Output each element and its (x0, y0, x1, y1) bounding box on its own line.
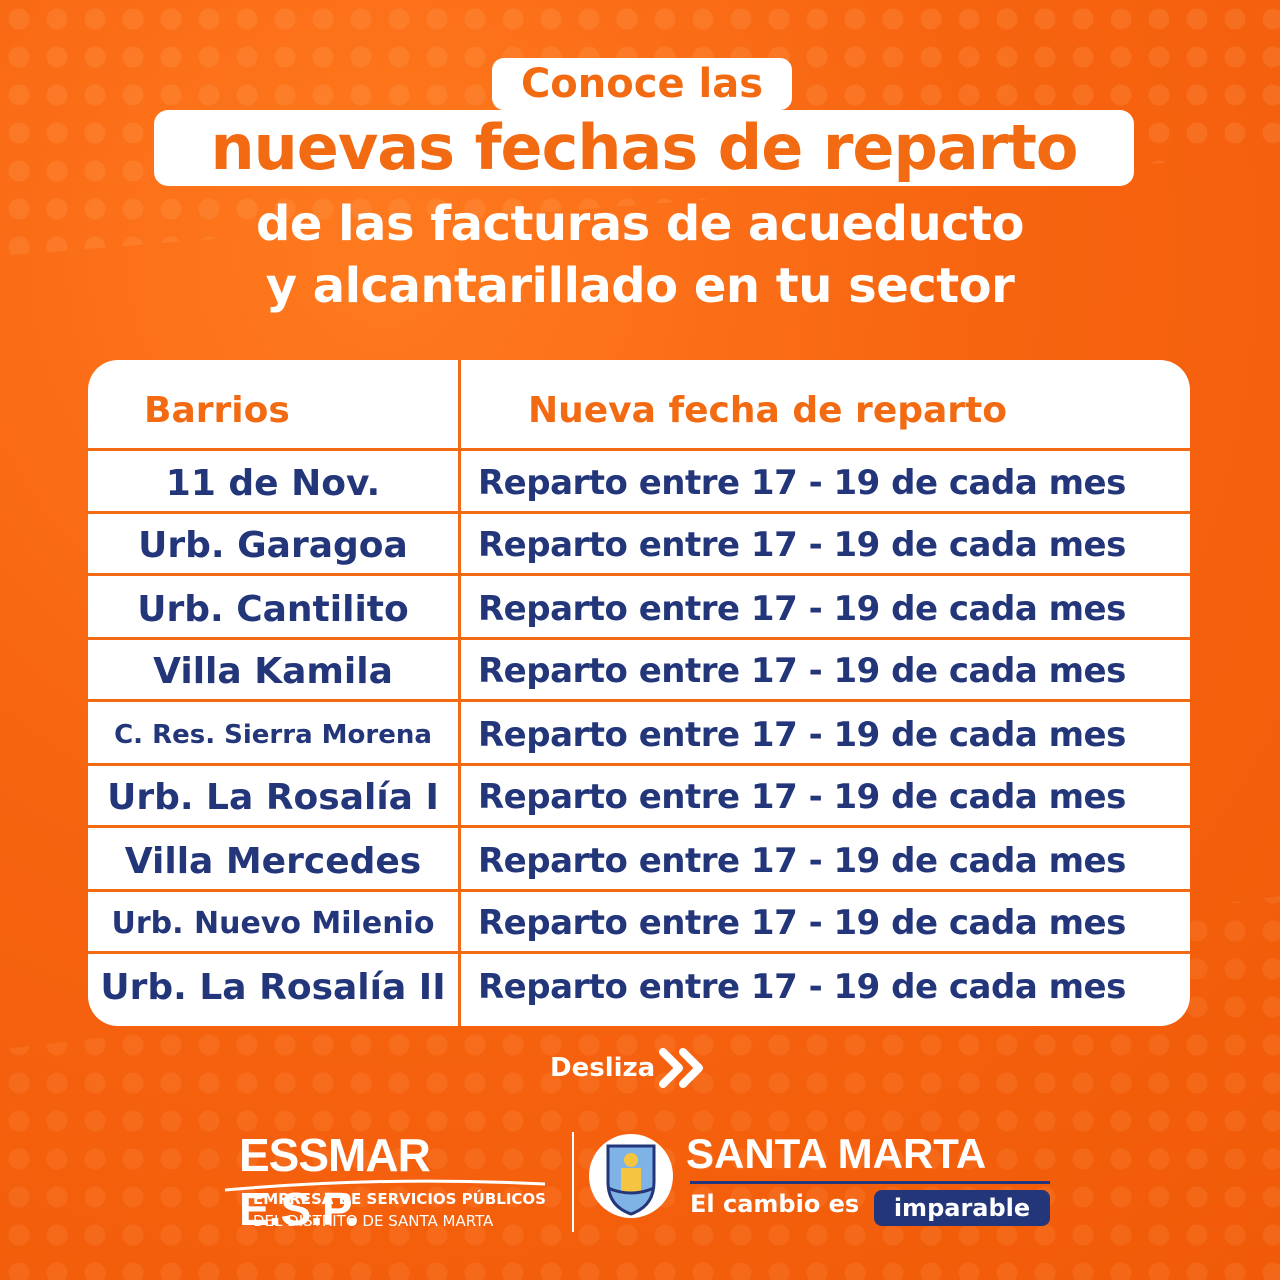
row-divider (88, 699, 1190, 702)
fecha-cell: Reparto entre 17 - 19 de cada mes (478, 903, 1126, 943)
santa-marta-underline (690, 1181, 1050, 1184)
row-divider (88, 825, 1190, 828)
table-row: Urb. Cantilito Reparto entre 17 - 19 de c… (88, 578, 1190, 640)
fecha-cell: Reparto entre 17 - 19 de cada mes (478, 463, 1126, 503)
row-divider (88, 511, 1190, 514)
fecha-cell: Reparto entre 17 - 19 de cada mes (478, 589, 1126, 629)
barrio-cell: Urb. Nuevo Milenio (111, 905, 435, 941)
barrio-cell: Urb. Garagoa (138, 524, 408, 566)
essmar-subtitle-1: EMPRESA DE SERVICIOS PÚBLICOS (253, 1190, 546, 1208)
row-divider (88, 951, 1190, 954)
table-row: 11 de Nov. Reparto entre 17 - 19 de cada … (88, 452, 1190, 514)
barrio-cell: Urb. La Rosalía II (100, 966, 446, 1008)
headline-line-2: nuevas fechas de reparto (210, 111, 1079, 184)
essmar-subtitle-2: DEL DISTRITO DE SANTA MARTA (253, 1212, 494, 1230)
headline-line-4: y alcantarillado en tu sector (265, 258, 1015, 314)
fecha-cell: Reparto entre 17 - 19 de cada mes (478, 777, 1126, 817)
table-row: Urb. La Rosalía I Reparto entre 17 - 19 d… (88, 766, 1190, 828)
barrio-cell: 11 de Nov. (165, 462, 381, 504)
headline-line-1: Conoce las (520, 61, 764, 107)
headline-pill-small: Conoce las (492, 58, 792, 110)
table-row: C. Res. Sierra Morena Reparto entre 17 - … (88, 704, 1190, 766)
fecha-cell: Reparto entre 17 - 19 de cada mes (478, 651, 1126, 691)
column-header-fecha: Nueva fecha de reparto (528, 390, 1007, 431)
santa-marta-tagline: El cambio es (690, 1190, 860, 1218)
barrio-cell: Urb. Cantilito (137, 588, 409, 630)
barrio-cell: Villa Mercedes (124, 840, 422, 882)
headline-pill-large: nuevas fechas de reparto (154, 110, 1134, 186)
headline-line-3: de las facturas de acueducto (255, 196, 1025, 252)
schedule-table: Barrios Nueva fecha de reparto 11 de Nov… (88, 360, 1190, 1026)
barrio-cell: Villa Kamila (153, 650, 393, 692)
fecha-cell: Reparto entre 17 - 19 de cada mes (478, 841, 1126, 881)
fecha-cell: Reparto entre 17 - 19 de cada mes (478, 967, 1126, 1007)
row-divider (88, 573, 1190, 576)
swipe-hint[interactable]: Desliza (550, 1046, 713, 1090)
table-row: Urb. Nuevo Milenio Reparto entre 17 - 19 … (88, 892, 1190, 954)
fecha-cell: Reparto entre 17 - 19 de cada mes (478, 525, 1126, 565)
barrio-cell: Urb. La Rosalía I (107, 776, 439, 818)
double-chevron-right-icon (659, 1048, 704, 1088)
essmar-logo: ESSMAR E.S.P. EMPRESA DE SERVICIOS PÚBLI… (225, 1128, 546, 1238)
table-row: Villa Mercedes Reparto entre 17 - 19 de c… (88, 830, 1190, 892)
city-crest-icon (589, 1134, 673, 1218)
table-row: Urb. La Rosalía II Reparto entre 17 - 19 … (88, 956, 1190, 1018)
column-divider (458, 360, 461, 1026)
row-divider (88, 889, 1190, 892)
barrio-cell: C. Res. Sierra Morena (114, 720, 432, 750)
column-header-barrios: Barrios (144, 390, 290, 431)
table-row: Urb. Garagoa Reparto entre 17 - 19 de cad… (88, 514, 1190, 576)
table-row: Villa Kamila Reparto entre 17 - 19 de cad… (88, 640, 1190, 702)
swipe-label: Desliza (550, 1053, 656, 1083)
logo-divider (572, 1132, 574, 1232)
santa-marta-name: SANTA MARTA (686, 1130, 987, 1177)
row-divider (88, 763, 1190, 766)
fecha-cell: Reparto entre 17 - 19 de cada mes (478, 715, 1126, 755)
essmar-name: ESSMAR E.S.P. (239, 1129, 431, 1235)
santa-marta-highlight: imparable (874, 1190, 1050, 1226)
header-divider (88, 448, 1190, 451)
row-divider (88, 637, 1190, 640)
essmar-swoosh-icon (225, 1179, 545, 1192)
